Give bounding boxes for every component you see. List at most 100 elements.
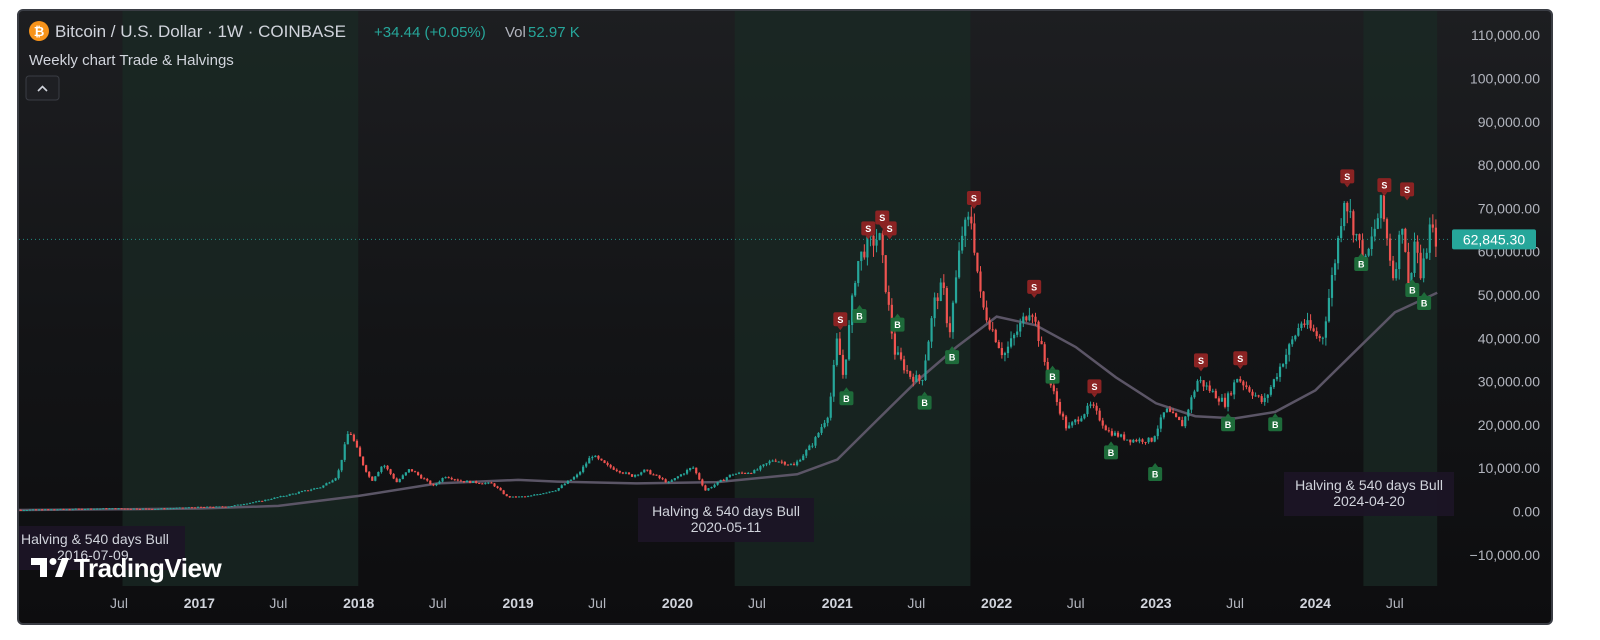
candle-body bbox=[594, 455, 597, 458]
sell-marker-box bbox=[875, 210, 890, 225]
candle-body bbox=[306, 490, 310, 492]
collapse-button[interactable] bbox=[25, 75, 60, 101]
sell-signal-marker[interactable]: S bbox=[833, 312, 848, 331]
sell-marker-label: S bbox=[1344, 172, 1350, 182]
candle-body bbox=[86, 508, 90, 510]
time-axis-tick: 2024 bbox=[1300, 595, 1331, 611]
candle-body bbox=[444, 477, 447, 479]
candle-body bbox=[1181, 420, 1184, 427]
buy-signal-marker[interactable]: B bbox=[1417, 292, 1432, 311]
candle-body bbox=[1395, 269, 1398, 279]
candle-body bbox=[689, 468, 692, 471]
candle-body bbox=[1083, 414, 1086, 419]
sell-signal-marker[interactable]: S bbox=[966, 191, 981, 210]
candle-body bbox=[25, 509, 28, 511]
candle-body bbox=[1061, 413, 1065, 417]
sell-signal-marker[interactable]: S bbox=[1193, 353, 1208, 372]
buy-marker-label: B bbox=[843, 394, 850, 404]
sell-signal-marker[interactable]: S bbox=[1340, 169, 1355, 188]
candle-body bbox=[1220, 397, 1224, 402]
sell-marker-box bbox=[966, 191, 981, 206]
sell-marker-label: S bbox=[865, 224, 871, 234]
buy-signal-marker[interactable]: B bbox=[1221, 413, 1236, 432]
candle-body bbox=[692, 467, 695, 469]
candle-body bbox=[426, 478, 429, 481]
candle-body bbox=[835, 338, 838, 365]
chevron-up-icon[interactable] bbox=[37, 85, 48, 92]
buy-signal-marker[interactable]: B bbox=[1104, 441, 1119, 460]
candle-body bbox=[282, 496, 285, 498]
candle-body bbox=[976, 252, 979, 272]
buy-signal-marker[interactable]: B bbox=[945, 346, 960, 365]
candle-body bbox=[557, 488, 560, 491]
candle-body bbox=[985, 307, 988, 321]
candle-body bbox=[731, 474, 735, 476]
logo-part-c bbox=[55, 558, 69, 577]
buy-signal-marker[interactable]: B bbox=[1045, 365, 1060, 384]
candle-body bbox=[1285, 354, 1288, 365]
candle-body bbox=[1278, 366, 1282, 377]
candle-body bbox=[239, 504, 242, 506]
price-axis-tick: 50,000.00 bbox=[1478, 287, 1540, 303]
candle-body bbox=[285, 495, 288, 497]
candle-body bbox=[407, 469, 411, 473]
candle-body bbox=[386, 465, 389, 470]
buy-signal-marker[interactable]: B bbox=[839, 387, 854, 406]
buy-signal-marker[interactable]: B bbox=[1354, 253, 1369, 272]
candle-body bbox=[582, 466, 585, 473]
buy-signal-marker[interactable]: B bbox=[852, 305, 867, 323]
candle-body bbox=[270, 498, 273, 500]
sell-signal-marker[interactable]: S bbox=[1233, 351, 1248, 370]
sell-signal-marker[interactable]: S bbox=[1377, 178, 1392, 197]
buy-signal-marker[interactable]: B bbox=[1268, 413, 1283, 432]
time-axis[interactable]: Jul 2017 Jul 2018 Jul 2019 Jul 2020 Jul 2021 Jul 20… bbox=[110, 595, 1404, 611]
candle-body bbox=[472, 481, 475, 483]
candle-body bbox=[117, 508, 120, 510]
candle-body bbox=[267, 499, 270, 501]
price-axis[interactable]: 110,000.00 100,000.00 90,000.00 80,000.00 70… bbox=[1470, 27, 1541, 563]
candle-body bbox=[1171, 411, 1175, 414]
candle-body bbox=[1343, 202, 1346, 227]
sell-signal-marker[interactable]: S bbox=[1400, 182, 1415, 201]
candle-body bbox=[832, 364, 835, 397]
sell-marker-label: S bbox=[1198, 356, 1204, 366]
candle-body bbox=[1291, 339, 1294, 345]
buy-marker-label: B bbox=[1272, 420, 1279, 430]
volume-value: 52.97 K bbox=[528, 24, 580, 41]
candle-body bbox=[389, 469, 392, 474]
sell-signal-marker[interactable]: S bbox=[1027, 279, 1042, 298]
candle-body bbox=[44, 509, 47, 511]
candle-body bbox=[1214, 390, 1217, 399]
sell-signal-marker[interactable]: S bbox=[861, 221, 876, 240]
candle-body bbox=[74, 508, 77, 510]
candle-body bbox=[578, 472, 582, 475]
halving-label-date: 2016-07-09 bbox=[57, 547, 129, 563]
buy-signal-marker[interactable]: B bbox=[890, 313, 905, 332]
candle-body bbox=[936, 297, 939, 301]
candle-body bbox=[1159, 417, 1162, 429]
candle-body bbox=[649, 470, 652, 475]
candle-body bbox=[673, 478, 676, 481]
candle-body bbox=[193, 507, 197, 509]
buy-signal-marker[interactable]: B bbox=[1148, 463, 1163, 482]
sell-marker-label: S bbox=[837, 315, 843, 325]
candle-body bbox=[551, 491, 554, 493]
sell-signal-marker[interactable]: S bbox=[1087, 379, 1102, 398]
candle-body bbox=[395, 478, 398, 483]
candle-body bbox=[355, 440, 359, 448]
sell-marker-box bbox=[1340, 169, 1355, 184]
candle-body bbox=[600, 458, 603, 461]
candle-body bbox=[441, 477, 444, 482]
candle-body bbox=[429, 480, 432, 485]
sell-signal-marker[interactable]: S bbox=[882, 221, 897, 240]
collapse-button-bg[interactable] bbox=[25, 75, 60, 101]
candle-body bbox=[701, 479, 704, 486]
candle-body bbox=[970, 216, 973, 224]
candle-body bbox=[1132, 439, 1135, 443]
buy-marker-box bbox=[1104, 445, 1119, 460]
candle-body bbox=[181, 507, 184, 509]
buy-signal-marker[interactable]: B bbox=[917, 391, 932, 410]
candle-body bbox=[1230, 393, 1233, 395]
buy-signal-marker[interactable]: B bbox=[1405, 279, 1420, 298]
